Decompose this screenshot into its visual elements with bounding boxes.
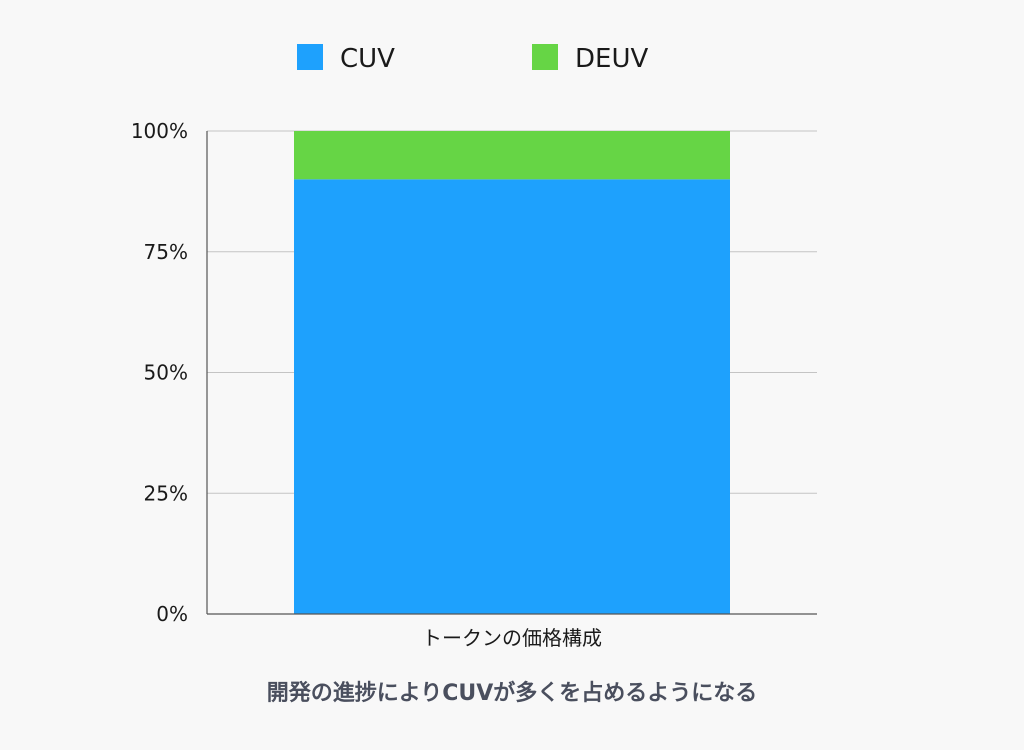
legend-swatch-deuv <box>532 44 558 70</box>
bar-segment-deuv <box>294 131 730 179</box>
y-axis-ticks: 0% 25% 50% 75% 100% <box>131 119 188 626</box>
legend: CUV DEUV <box>297 44 648 74</box>
x-category-label: トークンの価格構成 <box>422 626 602 650</box>
y-tick-label: 0% <box>156 602 188 626</box>
legend-swatch-cuv <box>297 44 323 70</box>
y-tick-label: 25% <box>144 481 188 505</box>
bar-segment-cuv <box>294 179 730 614</box>
legend-label-deuv: DEUV <box>575 44 648 74</box>
legend-label-cuv: CUV <box>340 44 395 74</box>
y-tick-label: 50% <box>144 361 188 385</box>
chart-caption: 開発の進捗によりCUVが多くを占めるようになる <box>267 680 758 706</box>
x-axis-labels: トークンの価格構成 <box>422 626 602 650</box>
y-tick-label: 100% <box>131 119 188 143</box>
bars <box>294 131 730 614</box>
y-tick-label: 75% <box>144 240 188 264</box>
